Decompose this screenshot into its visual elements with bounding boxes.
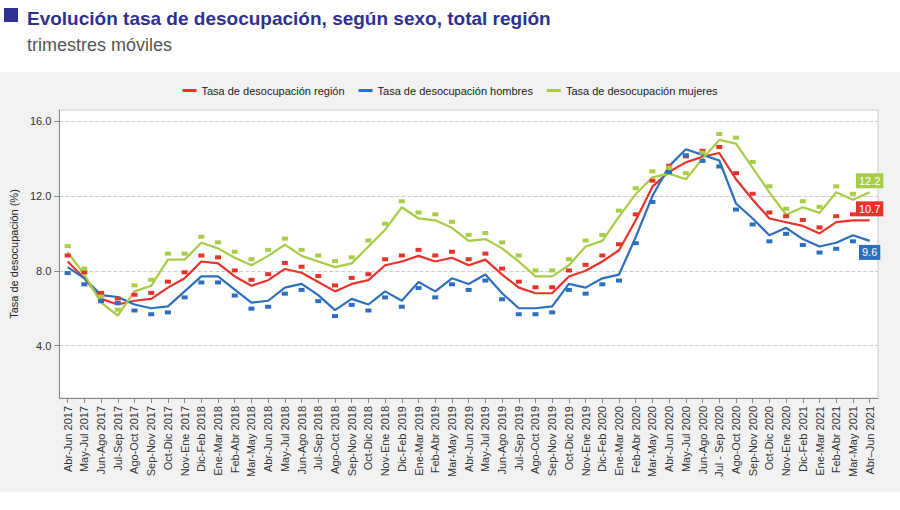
svg-text:Dic-Feb 2019: Dic-Feb 2019 — [396, 406, 408, 472]
svg-text:9.6: 9.6 — [862, 246, 877, 258]
svg-text:12.0: 12.0 — [30, 190, 51, 202]
svg-text:Jun-Ago 2020: Jun-Ago 2020 — [697, 406, 709, 475]
svg-text:12.2: 12.2 — [859, 175, 880, 187]
svg-text:Dic-Feb 2020: Dic-Feb 2020 — [596, 406, 608, 472]
svg-text:Nov-Ene 2017: Nov-Ene 2017 — [179, 406, 191, 476]
svg-text:Ago-Oct 2017: Ago-Oct 2017 — [128, 406, 140, 474]
svg-text:Sep-Nov 2018: Sep-Nov 2018 — [346, 406, 358, 476]
svg-text:Ago-Oct 2020: Ago-Oct 2020 — [730, 406, 742, 474]
svg-text:Nov-Ene 2019: Nov-Ene 2019 — [580, 406, 592, 476]
svg-text:May-Jul 2019: May-Jul 2019 — [479, 406, 491, 472]
svg-text:Mar-May 2021: Mar-May 2021 — [847, 406, 859, 477]
svg-text:Mar-May 2019: Mar-May 2019 — [446, 406, 458, 477]
svg-text:Evolución tasa de desocupación: Evolución tasa de desocupación, según se… — [27, 8, 551, 29]
svg-text:10.7: 10.7 — [859, 203, 880, 215]
svg-text:Ene-Mar 2018: Ene-Mar 2018 — [212, 406, 224, 476]
svg-text:Oct-Dic 2017: Oct-Dic 2017 — [162, 406, 174, 470]
svg-text:Dic-Feb 2021: Dic-Feb 2021 — [797, 406, 809, 472]
svg-text:Sep-Nov 2020: Sep-Nov 2020 — [747, 406, 759, 476]
svg-text:Tasa de desocupación mujeres: Tasa de desocupación mujeres — [566, 85, 718, 97]
svg-text:Ene-Mar 2019: Ene-Mar 2019 — [413, 406, 425, 476]
svg-text:Tasa de desocupación región: Tasa de desocupación región — [201, 85, 344, 97]
svg-text:4.0: 4.0 — [36, 340, 51, 352]
svg-text:Feb-Abr 2020: Feb-Abr 2020 — [630, 406, 642, 473]
svg-text:Jun-Ago 2019: Jun-Ago 2019 — [496, 406, 508, 475]
svg-text:Jul-Sep 2018: Jul-Sep 2018 — [312, 406, 324, 471]
svg-text:Ago-Oct 2018: Ago-Oct 2018 — [329, 406, 341, 474]
svg-text:8.0: 8.0 — [36, 265, 51, 277]
svg-text:Oct-Dic 2020: Oct-Dic 2020 — [763, 406, 775, 470]
svg-text:Abr-Jun 2017: Abr-Jun 2017 — [62, 406, 74, 472]
svg-text:Feb-Abr 2021: Feb-Abr 2021 — [830, 406, 842, 473]
svg-text:Feb-Abr 2018: Feb-Abr 2018 — [229, 406, 241, 473]
svg-text:16.0: 16.0 — [30, 115, 51, 127]
svg-text:May-Jul 2017: May-Jul 2017 — [78, 406, 90, 472]
svg-text:Nov-Ene 2020: Nov-Ene 2020 — [780, 406, 792, 476]
svg-text:Ago-Oct 2019: Ago-Oct 2019 — [529, 406, 541, 474]
svg-text:Ene-Mar 2021: Ene-Mar 2021 — [814, 406, 826, 476]
svg-text:Mar-May 2020: Mar-May 2020 — [646, 406, 658, 477]
svg-text:Oct-Dic 2019: Oct-Dic 2019 — [563, 406, 575, 470]
svg-text:Mar-May 2018: Mar-May 2018 — [245, 406, 257, 477]
svg-text:Oct-Dic 2018: Oct-Dic 2018 — [362, 406, 374, 470]
svg-text:Jul-Sep 2017: Jul-Sep 2017 — [112, 406, 124, 471]
svg-text:Feb-Abr 2019: Feb-Abr 2019 — [429, 406, 441, 473]
svg-text:Nov-Ene 2018: Nov-Ene 2018 — [379, 406, 391, 476]
svg-text:May-Jul 2020: May-Jul 2020 — [680, 406, 692, 472]
svg-text:Jul - Sep 2020: Jul - Sep 2020 — [713, 406, 725, 477]
svg-text:May-Jul 2018: May-Jul 2018 — [279, 406, 291, 472]
svg-text:Jun-Ago 2017: Jun-Ago 2017 — [95, 406, 107, 475]
svg-text:Abr-Jun 2020: Abr-Jun 2020 — [663, 406, 675, 472]
svg-text:Abr–Jun 2021: Abr–Jun 2021 — [864, 406, 876, 475]
svg-text:Tasa de desocupación (%): Tasa de desocupación (%) — [8, 189, 20, 319]
svg-text:Ene-Mar 2020: Ene-Mar 2020 — [613, 406, 625, 476]
svg-text:Dic-Feb 2018: Dic-Feb 2018 — [195, 406, 207, 472]
svg-text:Jun-Ago 2018: Jun-Ago 2018 — [296, 406, 308, 475]
svg-text:Sep-Nov 2017: Sep-Nov 2017 — [145, 406, 157, 476]
svg-text:Jul-Sep 2019: Jul-Sep 2019 — [513, 406, 525, 471]
svg-text:Tasa de desocupación hombres: Tasa de desocupación hombres — [378, 85, 534, 97]
svg-text:trimestres móviles: trimestres móviles — [27, 35, 172, 55]
svg-text:Abr-Jun 2019: Abr-Jun 2019 — [463, 406, 475, 472]
svg-text:Sep-Nov 2019: Sep-Nov 2019 — [546, 406, 558, 476]
svg-text:Abr-Jun 2018: Abr-Jun 2018 — [262, 406, 274, 472]
